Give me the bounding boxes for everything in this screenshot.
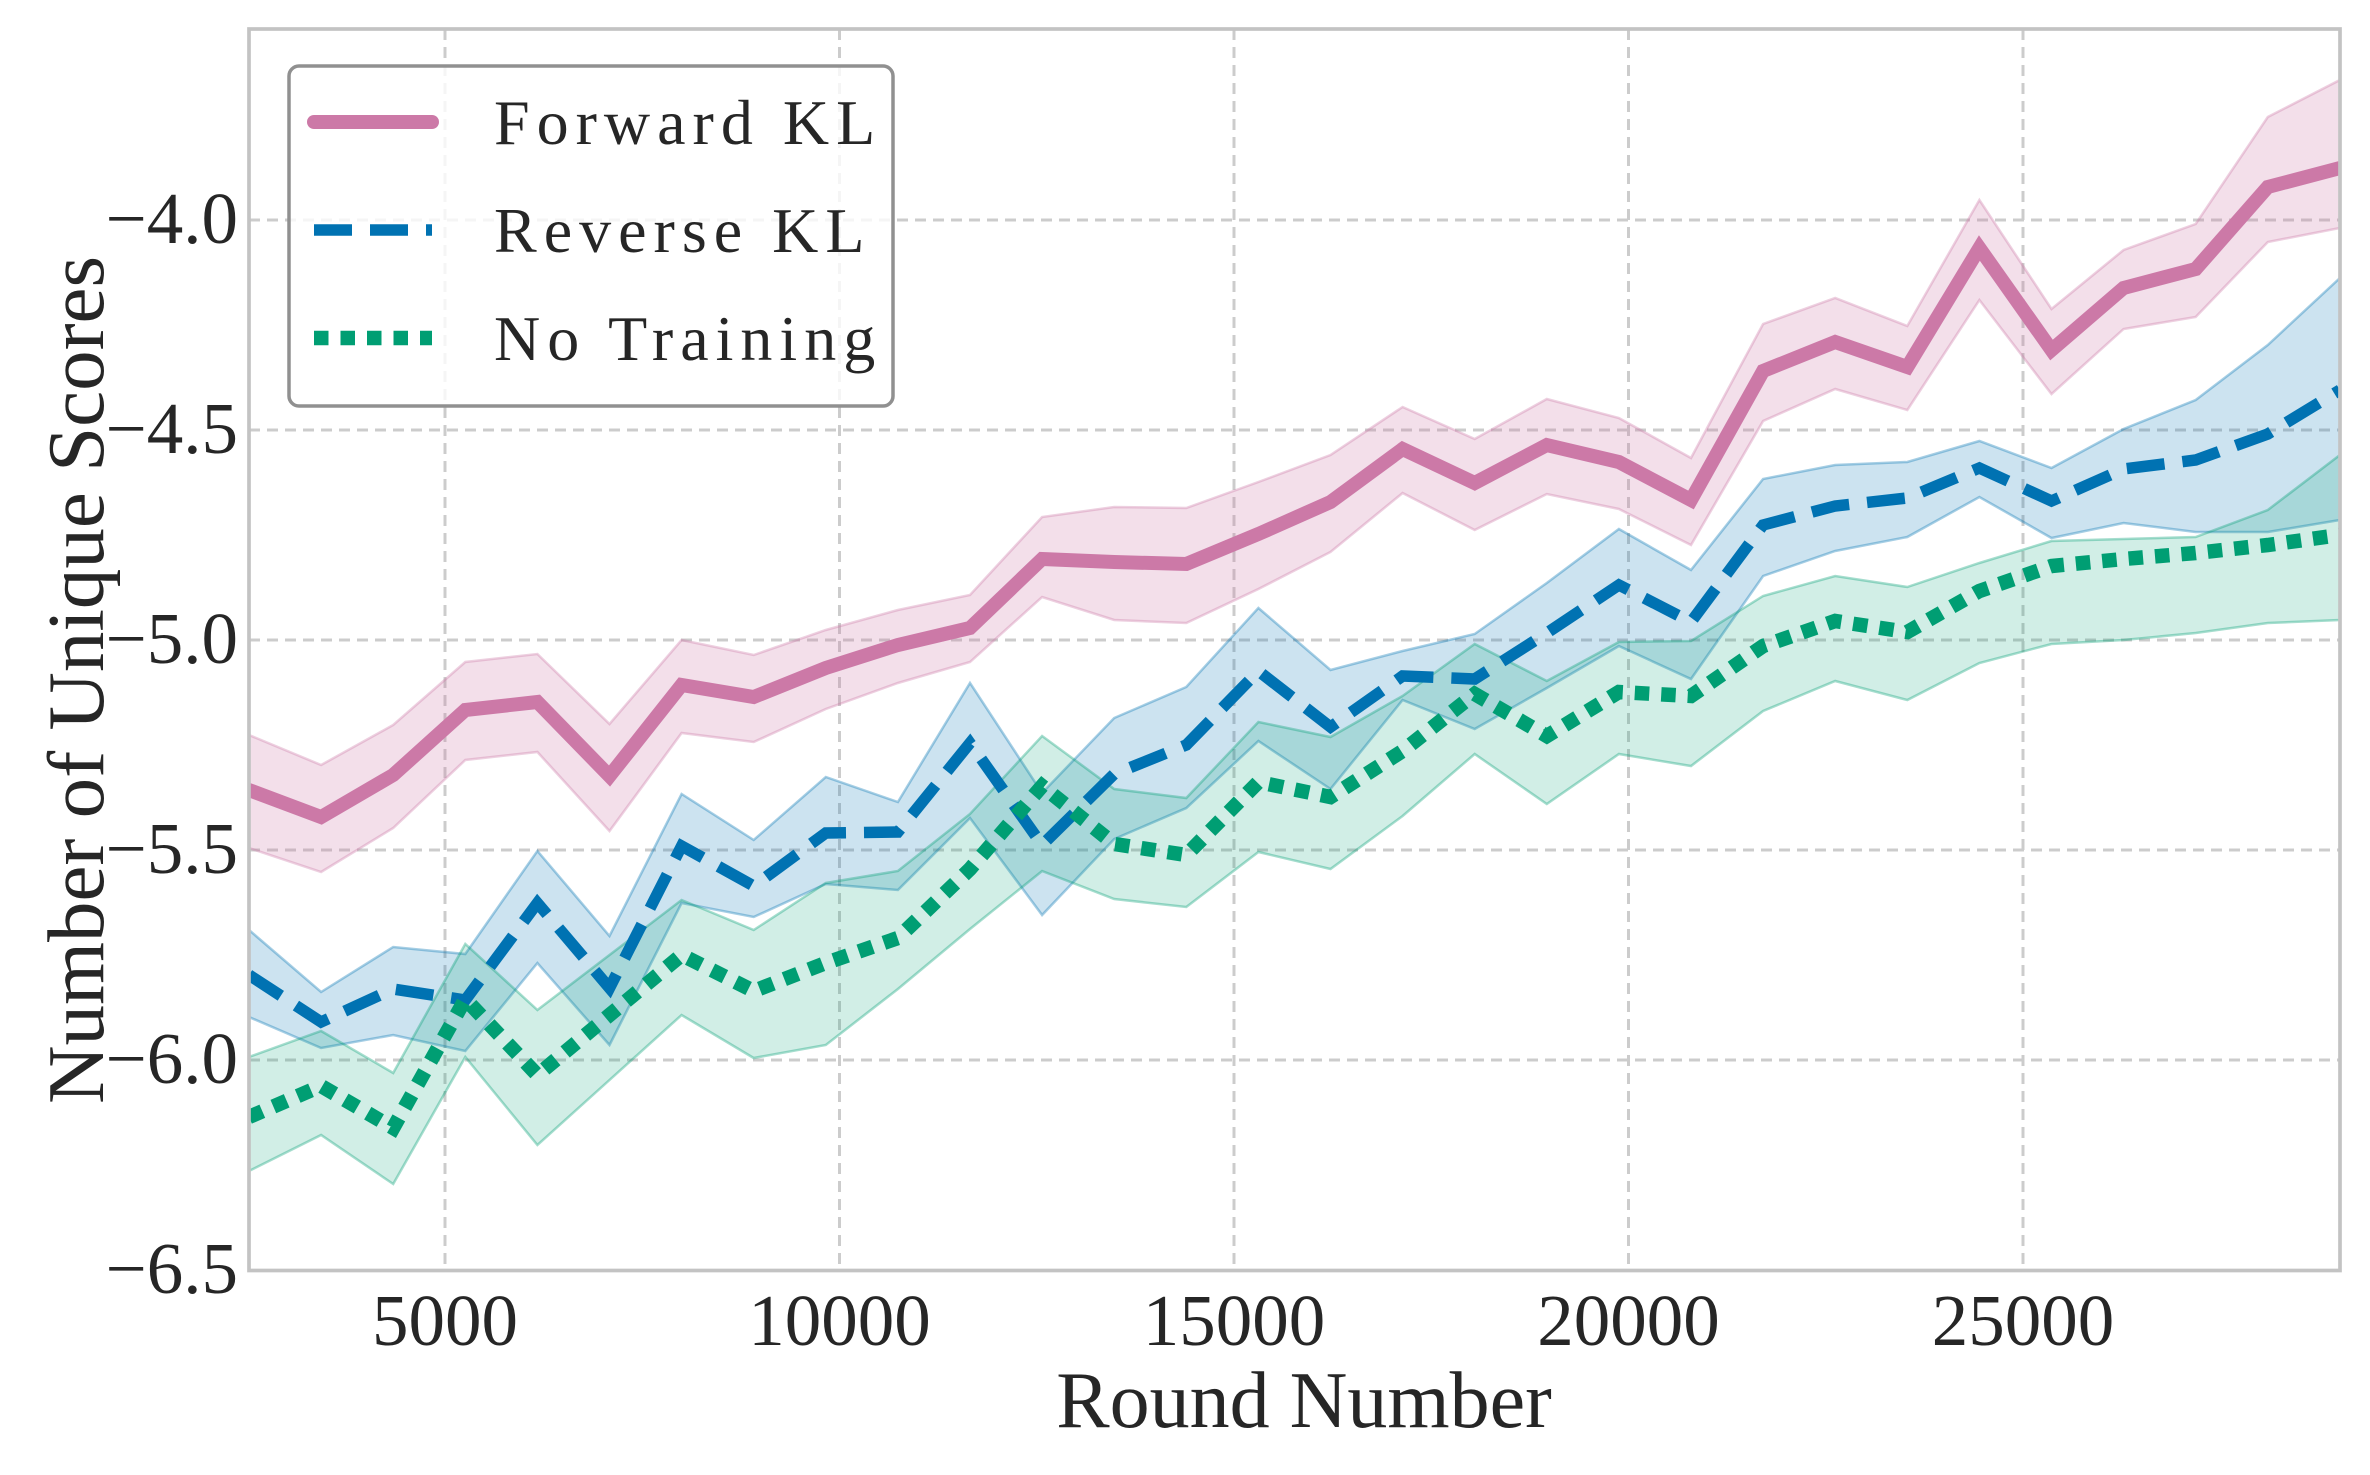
svg-text:No Training: No Training — [494, 303, 882, 374]
svg-text:−4.0: −4.0 — [106, 178, 238, 259]
svg-text:−5.0: −5.0 — [106, 598, 238, 679]
svg-text:−6.5: −6.5 — [106, 1228, 238, 1309]
svg-text:Number of Unique Scores: Number of Unique Scores — [31, 256, 121, 1104]
svg-text:Reverse KL: Reverse KL — [494, 195, 871, 266]
svg-text:−6.0: −6.0 — [106, 1018, 238, 1099]
svg-text:10000: 10000 — [748, 1280, 931, 1361]
svg-text:Round Number: Round Number — [1056, 1357, 1552, 1445]
svg-text:20000: 20000 — [1537, 1280, 1720, 1361]
svg-text:Forward KL: Forward KL — [494, 87, 882, 158]
svg-text:−5.5: −5.5 — [106, 808, 238, 889]
svg-text:15000: 15000 — [1143, 1280, 1326, 1361]
svg-text:25000: 25000 — [1932, 1280, 2115, 1361]
svg-text:5000: 5000 — [372, 1280, 518, 1361]
svg-text:−4.5: −4.5 — [106, 388, 238, 469]
